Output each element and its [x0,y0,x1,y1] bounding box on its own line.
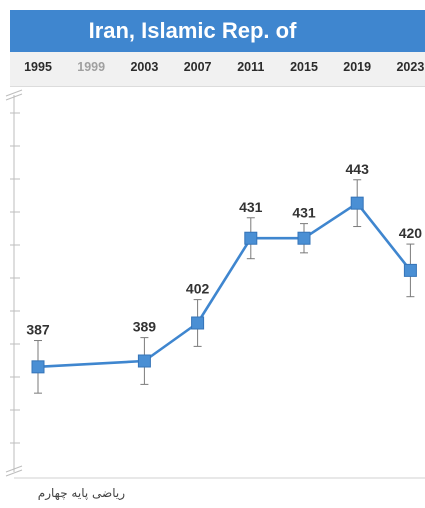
data-label-2007: 402 [186,281,210,297]
data-label-2023: 420 [399,225,423,241]
chart-title: Iran, Islamic Rep. of [10,10,425,52]
year-label-2007: 2007 [183,60,212,74]
caption: ریاضی پایه چهارم [37,486,125,500]
data-point-2007 [191,316,205,330]
data-point-2003 [137,354,151,368]
year-label-2023: 2023 [396,60,425,74]
series-line [37,201,412,369]
data-label-1995: 387 [26,322,50,338]
year-label-2019: 2019 [343,60,372,74]
data-label-2019: 443 [346,161,370,177]
data-point-2015 [297,231,311,245]
data-label-2003: 389 [133,319,157,335]
year-label-1999: 1999 [77,60,106,74]
year-axis: 1995 1999 2003 2007 2011 2015 2019 2023 [10,52,425,87]
data-point-2019 [350,196,364,210]
data-point-2023 [403,263,417,277]
data-point-1995 [31,360,45,374]
data-point-2011 [244,231,258,245]
axis-break-mark [5,465,23,477]
data-label-2011: 431 [239,199,263,215]
axis-break-mark [5,89,23,101]
data-label-2015: 431 [292,205,316,221]
year-label-1995: 1995 [24,60,52,74]
year-label-2015: 2015 [290,60,318,74]
year-label-2003: 2003 [130,60,159,74]
year-label-2011: 2011 [237,60,265,74]
